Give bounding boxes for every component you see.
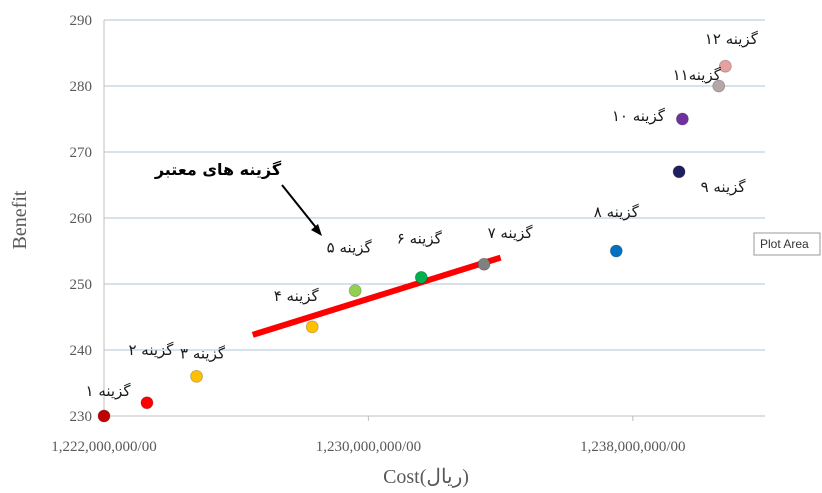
point-label-2: گزینه ۲ — [128, 341, 174, 359]
data-point-6 — [414, 270, 428, 284]
point-labels: گزینه ۱ گزینه ۲ گزینه ۳ گزینه ۴ گزینه ۵ گزینه… — [86, 30, 759, 400]
x-tick-label-2: 1,238,000,000/00 — [580, 439, 685, 455]
valid-options-annotation: گزینه های معتبر — [154, 160, 322, 236]
annotation-arrow — [281, 184, 319, 231]
point-label-8: گزینه ۸ — [594, 203, 640, 221]
y-tick-label-280: 280 — [70, 79, 93, 95]
data-point-9 — [672, 165, 686, 179]
data-point-4 — [305, 320, 319, 334]
point-label-1: گزینه ۱ — [86, 382, 132, 400]
x-tick-label-0: 1,222,000,000/00 — [51, 439, 156, 455]
valid-options-line — [251, 254, 502, 338]
point-label-9: گزینه ۹ — [701, 178, 747, 196]
plot-area-tooltip: Plot Area — [753, 232, 821, 256]
point-label-7: گزینه ۷ — [488, 224, 534, 242]
y-axis-title: Benefit — [9, 190, 31, 249]
data-point-7 — [477, 257, 491, 271]
point-label-10: گزینه ۱۰ — [612, 107, 666, 125]
axes — [103, 20, 765, 417]
tooltip-text: Plot Area — [760, 237, 809, 251]
y-tick-label-260: 260 — [70, 211, 93, 227]
data-point-1 — [97, 409, 111, 423]
data-point-10 — [675, 112, 689, 126]
y-tick-label-240: 240 — [70, 343, 93, 359]
y-tick-label-270: 270 — [70, 145, 93, 161]
data-point-5 — [348, 284, 362, 298]
point-label-12: گزینه ۱۲ — [705, 30, 759, 48]
data-points — [97, 59, 732, 423]
annotation-text: گزینه های معتبر — [154, 160, 282, 179]
y-tick-label-250: 250 — [70, 277, 93, 293]
x-tick-label-1: 1,230,000,000/00 — [316, 439, 421, 455]
data-point-8 — [609, 244, 623, 258]
x-tick-labels: 1,222,000,000/00 1,230,000,000/00 1,238,00… — [51, 416, 686, 455]
gridlines — [104, 19, 765, 351]
tooltip-box — [753, 232, 821, 256]
valid-options-red-line — [251, 254, 502, 338]
annotation-arrowhead — [311, 224, 322, 236]
y-tick-label-290: 290 — [70, 13, 93, 29]
data-point-12 — [718, 59, 732, 73]
y-tick-labels: 230 240 250 260 270 280 290 — [70, 13, 93, 425]
point-label-3: گزینه ۳ — [180, 344, 226, 362]
data-point-3 — [190, 369, 203, 383]
y-tick-label-230: 230 — [70, 409, 93, 425]
point-label-5: گزینه ۵ — [327, 239, 373, 257]
point-label-6: گزینه ۶ — [397, 229, 443, 247]
point-label-4: گزینه ۴ — [274, 287, 320, 305]
data-point-11 — [712, 79, 726, 93]
point-label-11: گزینه۱۱ — [673, 66, 722, 84]
data-point-2 — [140, 396, 154, 410]
x-axis-title: Cost(ریال) — [383, 466, 469, 488]
